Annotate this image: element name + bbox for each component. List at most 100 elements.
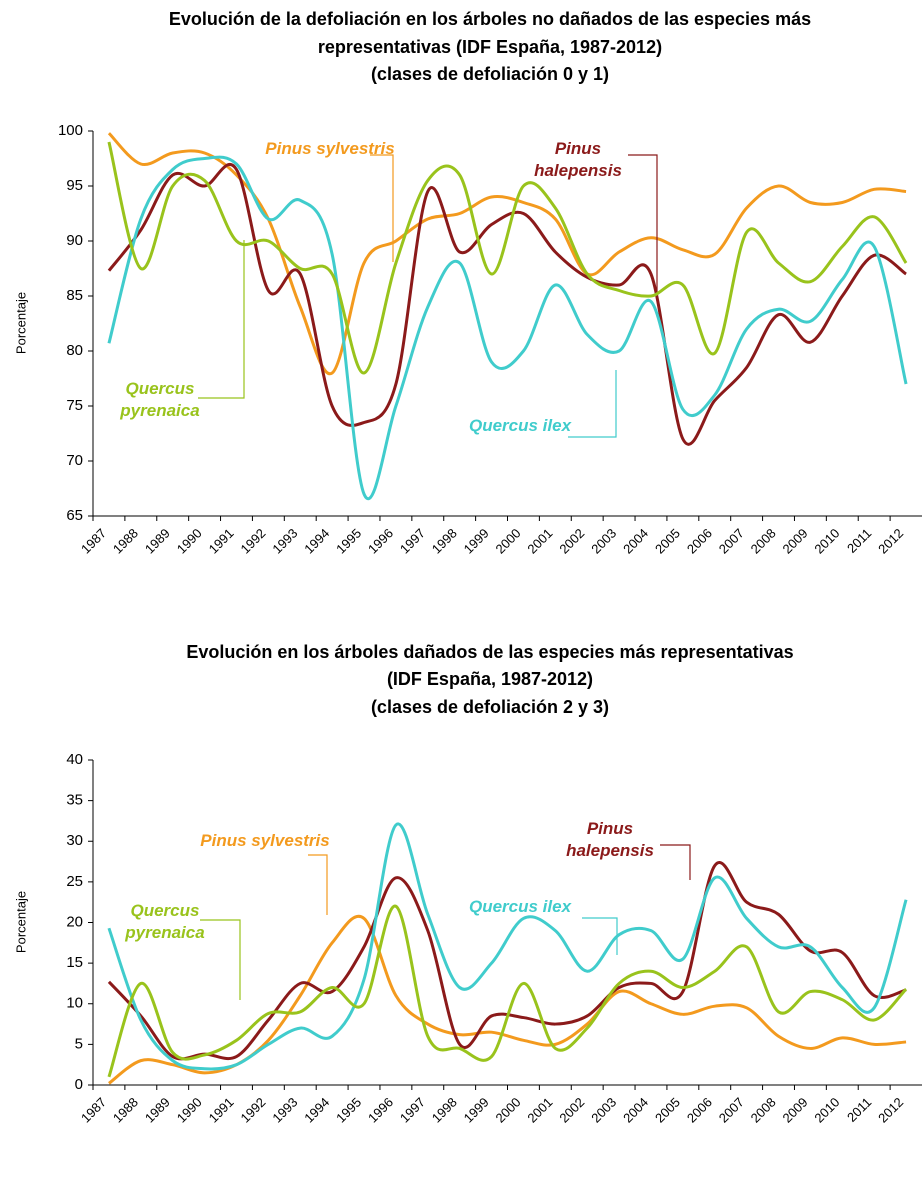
x-tick-label: 1995 [333,1095,364,1126]
y-tick-label: 5 [75,1035,83,1052]
x-tick-label: 2000 [493,1095,524,1126]
x-tick-label: 2002 [556,1095,587,1126]
annotation-leader [308,854,328,915]
x-tick-label: 2011 [844,1095,874,1125]
x-tick-label: 2004 [620,526,651,557]
annotation-leader [660,844,691,880]
x-tick-label: 1992 [237,526,268,557]
series-label: Quercus ilex [468,897,572,916]
x-tick-label: 2009 [780,1095,811,1126]
x-tick-label: 1999 [461,526,492,557]
x-tick-label: 2005 [652,526,683,557]
x-tick-label: 1993 [269,1095,300,1126]
series-line [107,141,908,375]
x-tick-label: 2007 [716,1095,747,1126]
y-tick-label: 70 [66,452,83,469]
series-line [107,155,908,500]
series-label: Quercus ilex [468,416,572,435]
x-tick-label: 1997 [397,1095,428,1126]
x-tick-label: 2010 [811,526,842,557]
x-tick-label: 2001 [524,1095,555,1126]
series-line [107,861,907,1061]
x-tick-label: 1991 [206,1095,237,1126]
x-tick-label: 1989 [142,1095,173,1126]
x-tick-label: 2001 [524,526,555,557]
annotation-leader [582,917,618,955]
x-tick-label: 2002 [556,526,587,557]
x-tick-label: 2012 [875,526,906,557]
x-tick-label: 2004 [620,1095,651,1126]
x-tick-label: 1995 [333,526,364,557]
series-line [107,162,907,446]
x-tick-label: 2006 [684,1095,715,1126]
x-tick-label: 1999 [461,1095,492,1126]
x-tick-label: 2005 [652,1095,683,1126]
y-tick-label: 20 [66,913,83,930]
series-line [107,904,908,1078]
x-tick-label: 1998 [429,526,460,557]
x-tick-label: 1998 [429,1095,460,1126]
series-line [107,822,908,1071]
y-tick-label: 10 [66,995,83,1012]
y-axis-label: Porcentaje [13,891,28,953]
chart-title: (IDF España, 1987-2012) [387,669,593,689]
series-label: Quercus pyrenaica [125,901,205,942]
annotation-leader [200,919,241,1000]
annotation-leader [198,240,245,399]
x-tick-label: 1988 [110,1095,141,1126]
x-tick-label: 2009 [780,526,811,557]
y-tick-label: 100 [58,122,83,139]
y-tick-label: 30 [66,832,83,849]
x-tick-label: 2012 [875,1095,906,1126]
chart-title: Evolución de la defoliación en los árbol… [169,9,811,29]
x-tick-label: 1994 [301,1095,332,1126]
series-line [107,132,907,376]
x-tick-label: 2008 [748,1095,779,1126]
x-tick-label: 2000 [493,526,524,557]
x-tick-label: 1994 [301,526,332,557]
x-tick-label: 1987 [78,526,109,557]
series-label: Pinus sylvestris [265,139,395,158]
y-tick-label: 40 [66,751,83,768]
y-tick-label: 85 [66,287,83,304]
annotation-leader [568,370,617,438]
x-tick-label: 1997 [397,526,428,557]
y-tick-label: 0 [75,1076,83,1093]
y-tick-label: 65 [66,507,83,524]
x-tick-label: 2007 [716,526,747,557]
y-tick-label: 90 [66,232,83,249]
y-tick-label: 80 [66,342,83,359]
x-tick-label: 2006 [684,526,715,557]
x-tick-label: 2010 [811,1095,842,1126]
series-label: Pinus halepensis [566,819,654,860]
chart-title: (clases de defoliación 0 y 1) [371,64,609,84]
x-tick-label: 1990 [174,526,205,557]
chart-title: (clases de defoliación 2 y 3) [371,697,609,717]
series-label: Pinus sylvestris [200,831,330,850]
chart-title: Evolución en los árboles dañados de las … [186,642,793,662]
x-tick-label: 1992 [237,1095,268,1126]
x-tick-label: 2008 [748,526,779,557]
x-tick-label: 1989 [142,526,173,557]
chart-title: representativas (IDF España, 1987-2012) [318,37,662,57]
x-tick-label: 2003 [588,526,619,557]
x-tick-label: 1987 [78,1095,109,1126]
annotation-leader [628,154,658,300]
x-tick-label: 1993 [269,526,300,557]
series-label: Pinus halepensis [534,139,622,180]
y-tick-label: 15 [66,954,83,971]
x-tick-label: 2011 [844,526,874,556]
y-tick-label: 75 [66,397,83,414]
y-axis-label: Porcentaje [13,292,28,354]
x-tick-label: 2003 [588,1095,619,1126]
y-tick-label: 35 [66,792,83,809]
annotation-leader [370,154,394,262]
y-tick-label: 25 [66,873,83,890]
x-tick-label: 1996 [365,526,396,557]
y-tick-label: 95 [66,177,83,194]
x-tick-label: 1996 [365,1095,396,1126]
series-label: Quercus pyrenaica [120,379,200,420]
x-tick-label: 1988 [110,526,141,557]
